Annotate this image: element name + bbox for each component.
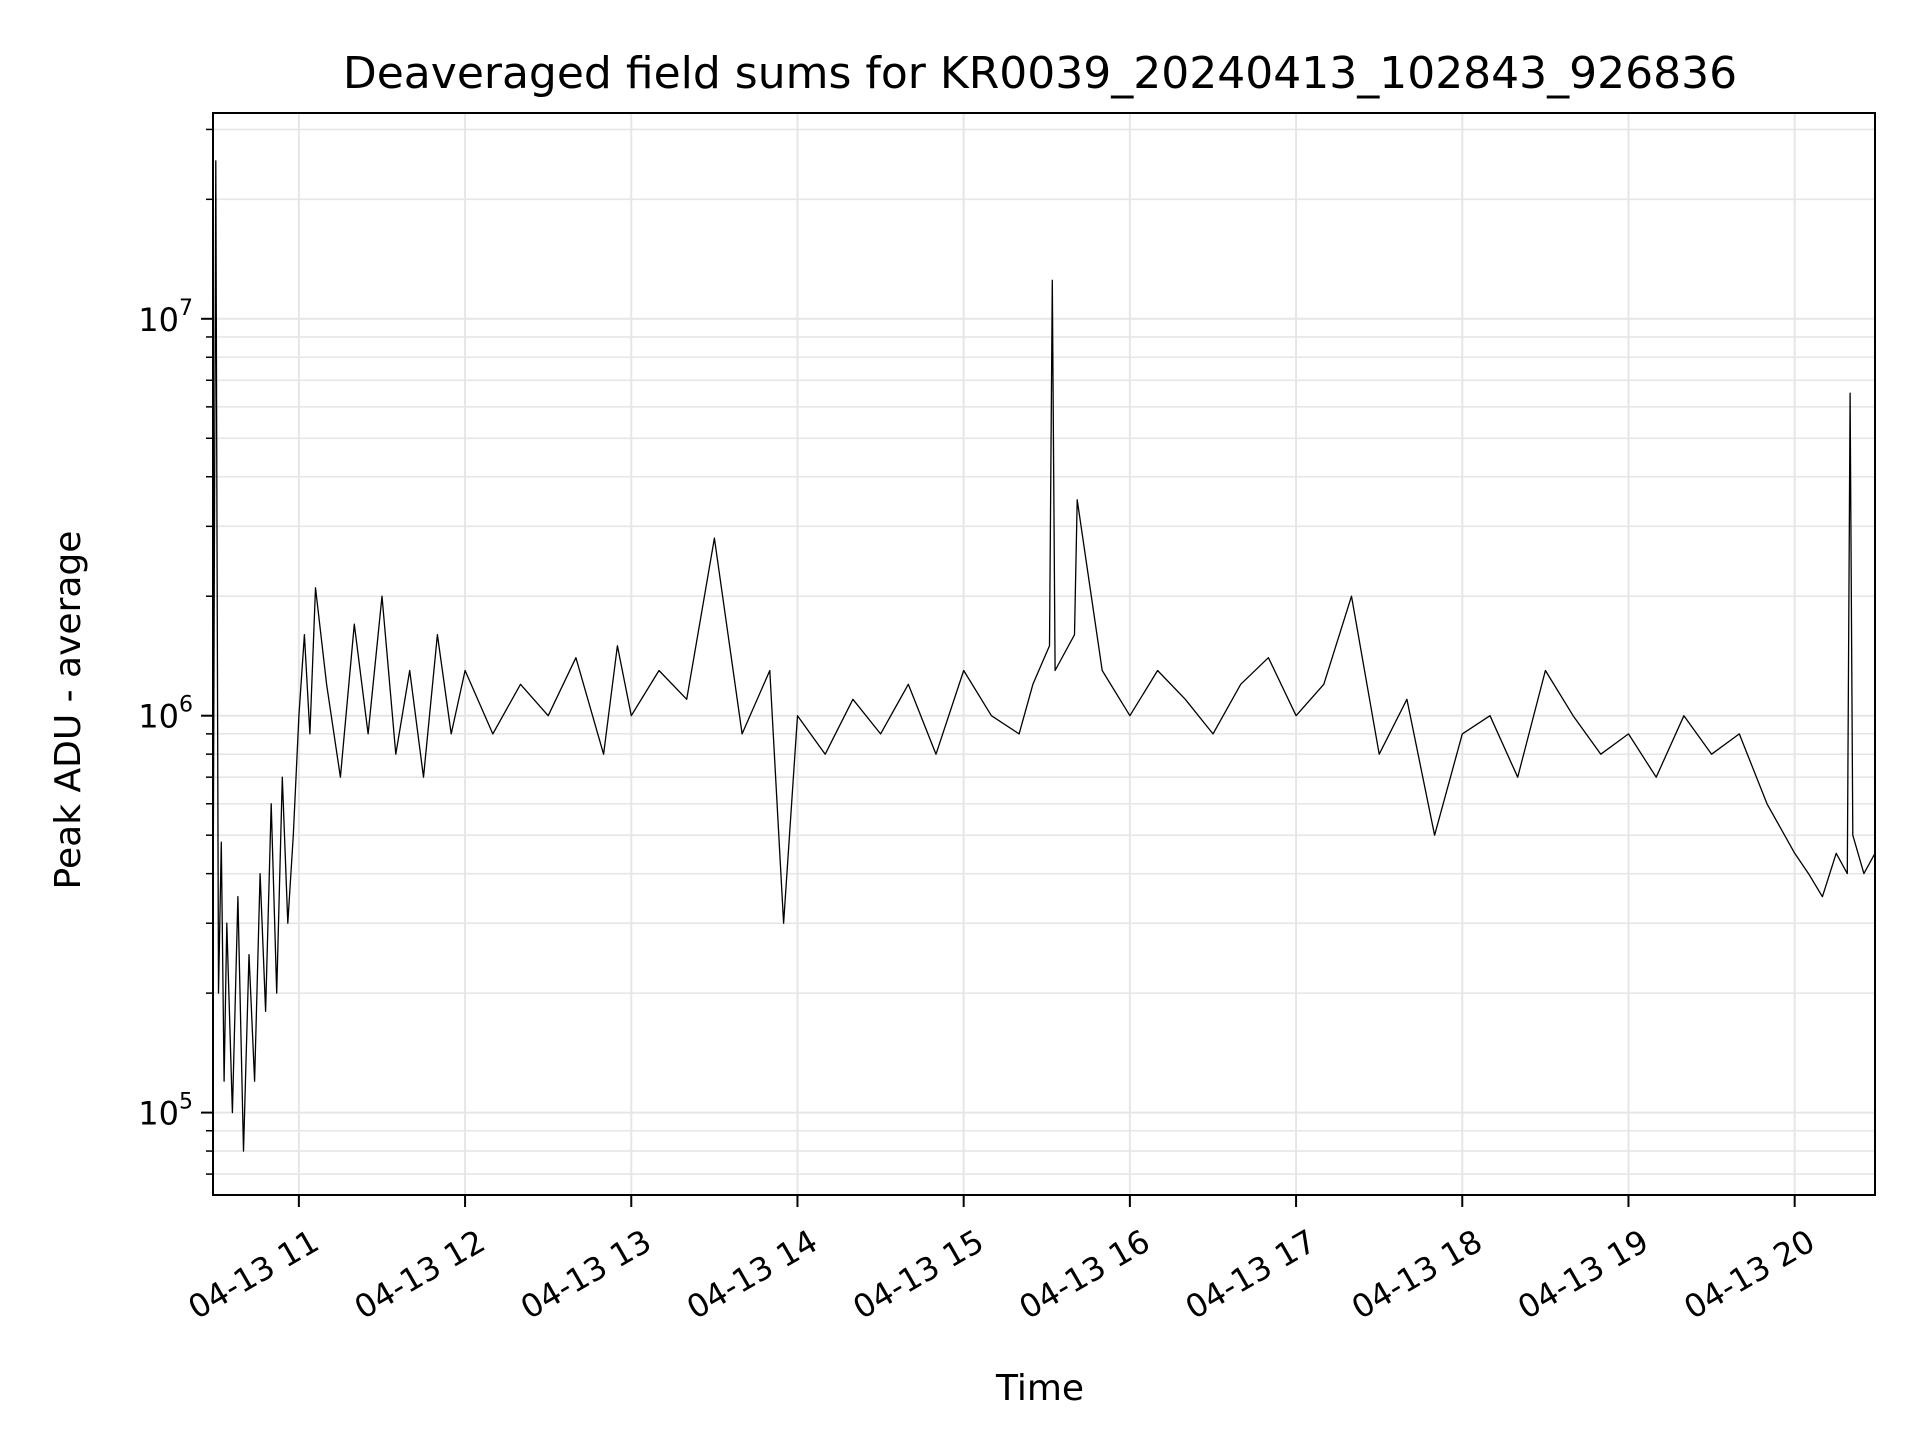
y-tick-label: 107 — [138, 296, 193, 339]
x-axis: 04-13 11 04-13 12 04-13 13 04-13 14 04-13 15… — [182, 1195, 1821, 1327]
x-tick-label: 04-13 13 — [514, 1222, 658, 1327]
x-tick-label: 04-13 19 — [1511, 1222, 1655, 1327]
x-tick-label: 04-13 16 — [1013, 1222, 1157, 1327]
x-tick-label: 04-13 15 — [846, 1222, 990, 1327]
y-tick-label: 106 — [138, 693, 193, 736]
y-axis-label: Peak ADU - average — [48, 531, 89, 890]
x-axis-label: Time — [995, 1368, 1084, 1409]
x-tick-label: 04-13 12 — [348, 1222, 492, 1327]
x-tick-label: 04-13 17 — [1179, 1222, 1323, 1327]
plot-frame — [212, 112, 1876, 1196]
x-tick-label: 04-13 20 — [1677, 1222, 1821, 1327]
x-tick-label: 04-13 11 — [182, 1222, 326, 1327]
x-tick-label: 04-13 18 — [1345, 1222, 1489, 1327]
series-line — [212, 160, 1876, 1152]
x-tick-label: 04-13 14 — [680, 1222, 824, 1327]
chart-title: Deaveraged field sums for KR0039_2024041… — [343, 48, 1737, 99]
data-series — [212, 160, 1876, 1152]
grid — [213, 113, 1875, 1195]
y-tick-label: 105 — [138, 1090, 193, 1133]
y-axis: 105 106 107 — [138, 128, 213, 1175]
